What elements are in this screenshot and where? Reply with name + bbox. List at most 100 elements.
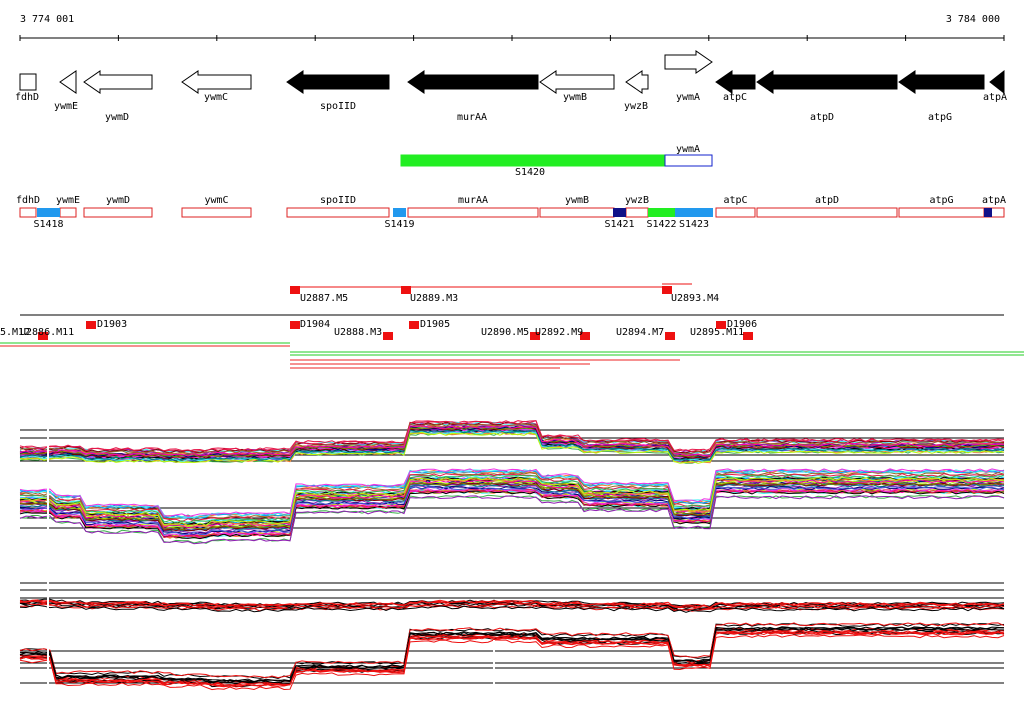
segment-label: S1418 <box>33 219 63 230</box>
annotation-box <box>756 207 898 218</box>
trace <box>19 603 1005 612</box>
trace <box>19 478 1005 527</box>
gene-label: atpG <box>928 112 952 123</box>
trace <box>19 604 1005 613</box>
annotation-label: ywmD <box>106 195 130 206</box>
gene-label: ywmE <box>54 101 78 112</box>
segment-label: S1423 <box>679 219 709 230</box>
gene-label: atpC <box>723 92 747 103</box>
annotation-label: ywmC <box>204 195 228 206</box>
gene-arrow <box>19 73 37 91</box>
annotation-label: atpA <box>982 195 1006 206</box>
annotation-box <box>407 207 539 218</box>
transcript-label: ywmA <box>676 144 700 155</box>
feature-label: U2890.M5 <box>481 327 529 338</box>
feature-label: U2888.M3 <box>334 327 382 338</box>
gene-label: atpD <box>810 112 834 123</box>
trace <box>19 429 1005 461</box>
trace <box>19 479 1005 529</box>
annotation-label: ywmB <box>565 195 589 206</box>
feature-label: D1903 <box>97 319 127 330</box>
gene-label: murAA <box>457 112 487 123</box>
gene-label: spoIID <box>320 101 356 112</box>
annotation-box <box>181 207 252 218</box>
annotation-box <box>286 207 390 218</box>
trace <box>19 622 1005 679</box>
feature-marker <box>530 332 540 340</box>
transcript <box>400 154 666 167</box>
segment <box>37 208 60 217</box>
ruler-start: 3 774 001 <box>20 14 74 25</box>
segment <box>613 208 626 217</box>
trace <box>19 630 1005 687</box>
segment <box>393 208 406 217</box>
trace <box>19 420 1005 453</box>
segment-label: S1421 <box>604 219 634 230</box>
gene-arrow <box>407 70 539 94</box>
segment <box>675 208 713 217</box>
gene-label: atpA <box>983 92 1007 103</box>
trace <box>19 490 1005 540</box>
gene-arrow <box>898 70 985 94</box>
trace <box>19 422 1005 455</box>
trace <box>19 468 1005 518</box>
feature-label: D1906 <box>727 319 757 330</box>
annotation-label: murAA <box>458 195 488 206</box>
gene-arrow <box>59 70 77 94</box>
gene-arrow <box>989 69 1005 95</box>
gene-label: ywmD <box>105 112 129 123</box>
gene-arrow <box>715 70 756 94</box>
annotation-box <box>83 207 153 218</box>
ruler-end: 3 784 000 <box>946 14 1000 25</box>
feature-marker <box>383 332 393 340</box>
trace <box>19 425 1005 457</box>
trace <box>19 634 1005 691</box>
segment-label: S1419 <box>384 219 414 230</box>
gene-label: ywzB <box>624 101 648 112</box>
annotation-box <box>19 207 37 218</box>
gene-label: ywmC <box>204 92 228 103</box>
feature-label: U2895.M11 <box>690 327 744 338</box>
annotation-box <box>898 207 985 218</box>
feature-label: U2886.M11 <box>20 327 74 338</box>
segment-label: S1422 <box>646 219 676 230</box>
trace <box>19 627 1004 684</box>
feature-marker <box>86 321 96 329</box>
annotation-label: spoIID <box>320 195 356 206</box>
gene-label: fdhD <box>15 92 39 103</box>
segment <box>984 208 992 217</box>
gene-arrow <box>664 50 713 74</box>
trace <box>19 476 1004 526</box>
trace <box>19 600 1005 609</box>
segment <box>648 208 675 217</box>
gene-arrow <box>625 70 649 94</box>
feature-marker <box>716 321 726 329</box>
transcript <box>664 154 713 167</box>
trace <box>19 486 1005 535</box>
trace <box>19 600 1005 609</box>
feature-label: D1904 <box>300 319 330 330</box>
annotation-box <box>715 207 756 218</box>
feature-label: 5.M12 <box>0 327 30 338</box>
annotation-label: atpG <box>929 195 953 206</box>
feature-marker <box>409 321 419 329</box>
trace <box>19 626 1005 683</box>
annotation-box <box>625 207 649 218</box>
gene-arrow <box>83 70 153 94</box>
feature-marker <box>290 286 300 294</box>
feature-label: U2894.M7 <box>616 327 664 338</box>
feature-marker <box>662 286 672 294</box>
annotation-label: atpC <box>723 195 747 206</box>
feature-label: U2892.M9 <box>535 327 583 338</box>
feature-marker <box>580 332 590 340</box>
trace <box>19 495 1005 545</box>
annotation-box <box>59 207 77 218</box>
gene-arrow <box>539 70 615 94</box>
feature-label: U2889.M3 <box>410 293 458 304</box>
trace <box>19 474 1005 524</box>
trace <box>19 431 1005 464</box>
feature-marker <box>290 321 300 329</box>
trace <box>19 486 1005 536</box>
annotation-label: fdhD <box>16 195 40 206</box>
